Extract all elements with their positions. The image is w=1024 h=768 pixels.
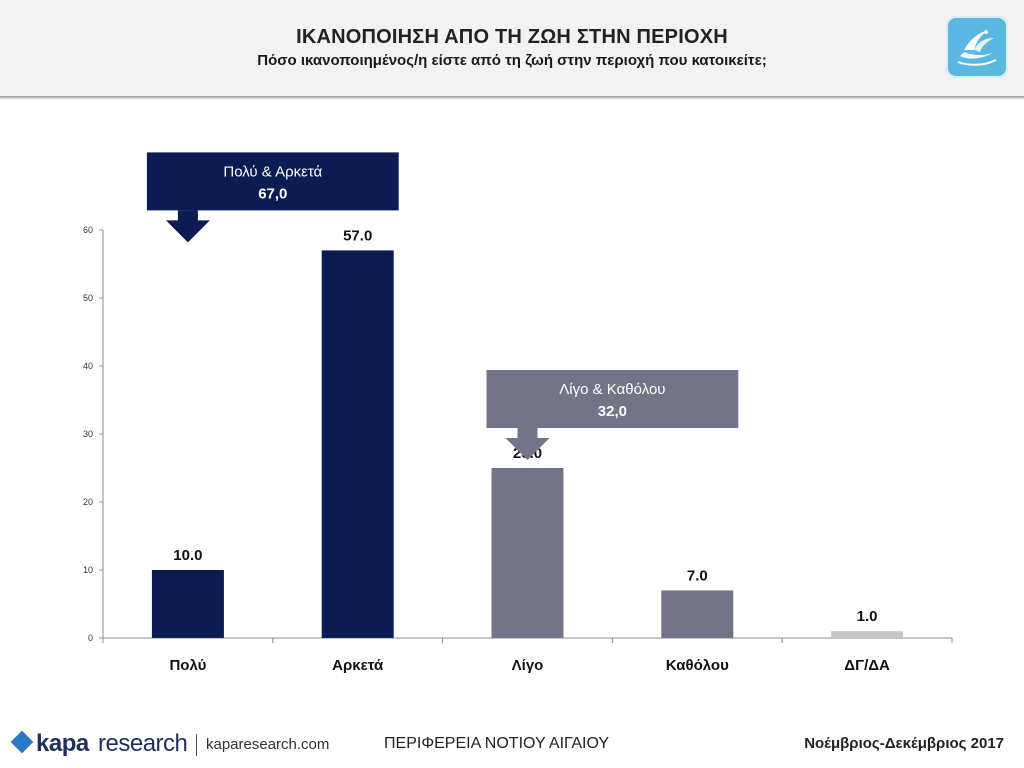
y-tick-label: 30 — [83, 429, 93, 439]
x-tick-label: Πολύ — [169, 657, 206, 674]
x-tick-label: Λίγο — [512, 657, 544, 674]
bar-series: 10.057.025.07.01.0 — [151, 227, 904, 638]
annotation-arrow-icon — [165, 210, 210, 243]
period-label: Νοέμβριος-Δεκέμβριος 2017 — [804, 735, 1004, 752]
annotation-arrow-icon — [505, 428, 550, 460]
brand-kapa-text: kapa — [36, 730, 89, 757]
y-tick-label: 10 — [83, 565, 93, 575]
annotation-value: 32,0 — [598, 403, 627, 420]
x-axis: Πολύ Αρκετά Λίγο Καθόλου ΔΓ/ΔΑ — [102, 637, 953, 674]
bird-logo-icon — [946, 16, 1008, 78]
annotation-label: Πολύ & Αρκετά — [223, 163, 322, 180]
header-bar — [0, 0, 1024, 96]
x-tick-label: Αρκετά — [332, 657, 384, 674]
brand-research-text: research — [98, 730, 188, 757]
annotation-label: Λίγο & Καθόλου — [559, 381, 665, 398]
x-tick-label: Καθόλου — [666, 657, 729, 674]
bar-value-label: 57.0 — [343, 227, 372, 244]
brand-url[interactable]: kaparesearch.com — [206, 736, 330, 753]
bar — [151, 570, 224, 638]
bar-value-label: 1.0 — [857, 608, 878, 625]
bar — [661, 590, 734, 638]
group-annotation: Λίγο & Καθόλου 32,0 — [486, 370, 739, 460]
annotation-value: 67,0 — [258, 185, 287, 202]
y-tick-label: 0 — [88, 633, 93, 643]
group-annotation: Πολύ & Αρκετά 67,0 — [146, 152, 399, 243]
header-divider — [0, 96, 1024, 100]
brand-separator — [196, 734, 197, 756]
bar — [831, 631, 904, 638]
annotation-box — [486, 370, 739, 428]
y-tick-label: 50 — [83, 293, 93, 303]
y-axis: 0 10 20 30 40 50 60 — [83, 225, 104, 643]
y-tick-label: 60 — [83, 225, 93, 235]
bar — [491, 468, 564, 638]
page-title: ΙΚΑΝΟΠΟΙΗΣΗ ΑΠΟ ΤΗ ΖΩΗ ΣΤΗΝ ΠΕΡΙΟΧΗ — [296, 26, 728, 48]
y-tick-label: 20 — [83, 497, 93, 507]
bar-value-label: 7.0 — [687, 567, 708, 584]
y-tick-label: 40 — [83, 361, 93, 371]
bar-value-label: 10.0 — [173, 547, 202, 564]
annotation-box — [146, 152, 399, 211]
region-label: ΠΕΡΙΦΕΡΕΙΑ ΝΟΤΙΟΥ ΑΙΓΑΙΟΥ — [384, 735, 610, 752]
page-subtitle: Πόσο ικανοποιημένος/η είστε από τη ζωή σ… — [257, 52, 767, 69]
bird-logo-graphic — [957, 30, 997, 66]
bar — [321, 250, 394, 638]
group-annotations: Πολύ & Αρκετά 67,0 Λίγο & Καθόλου 32,0 — [146, 152, 739, 460]
x-tick-label: ΔΓ/ΔΑ — [844, 657, 890, 674]
